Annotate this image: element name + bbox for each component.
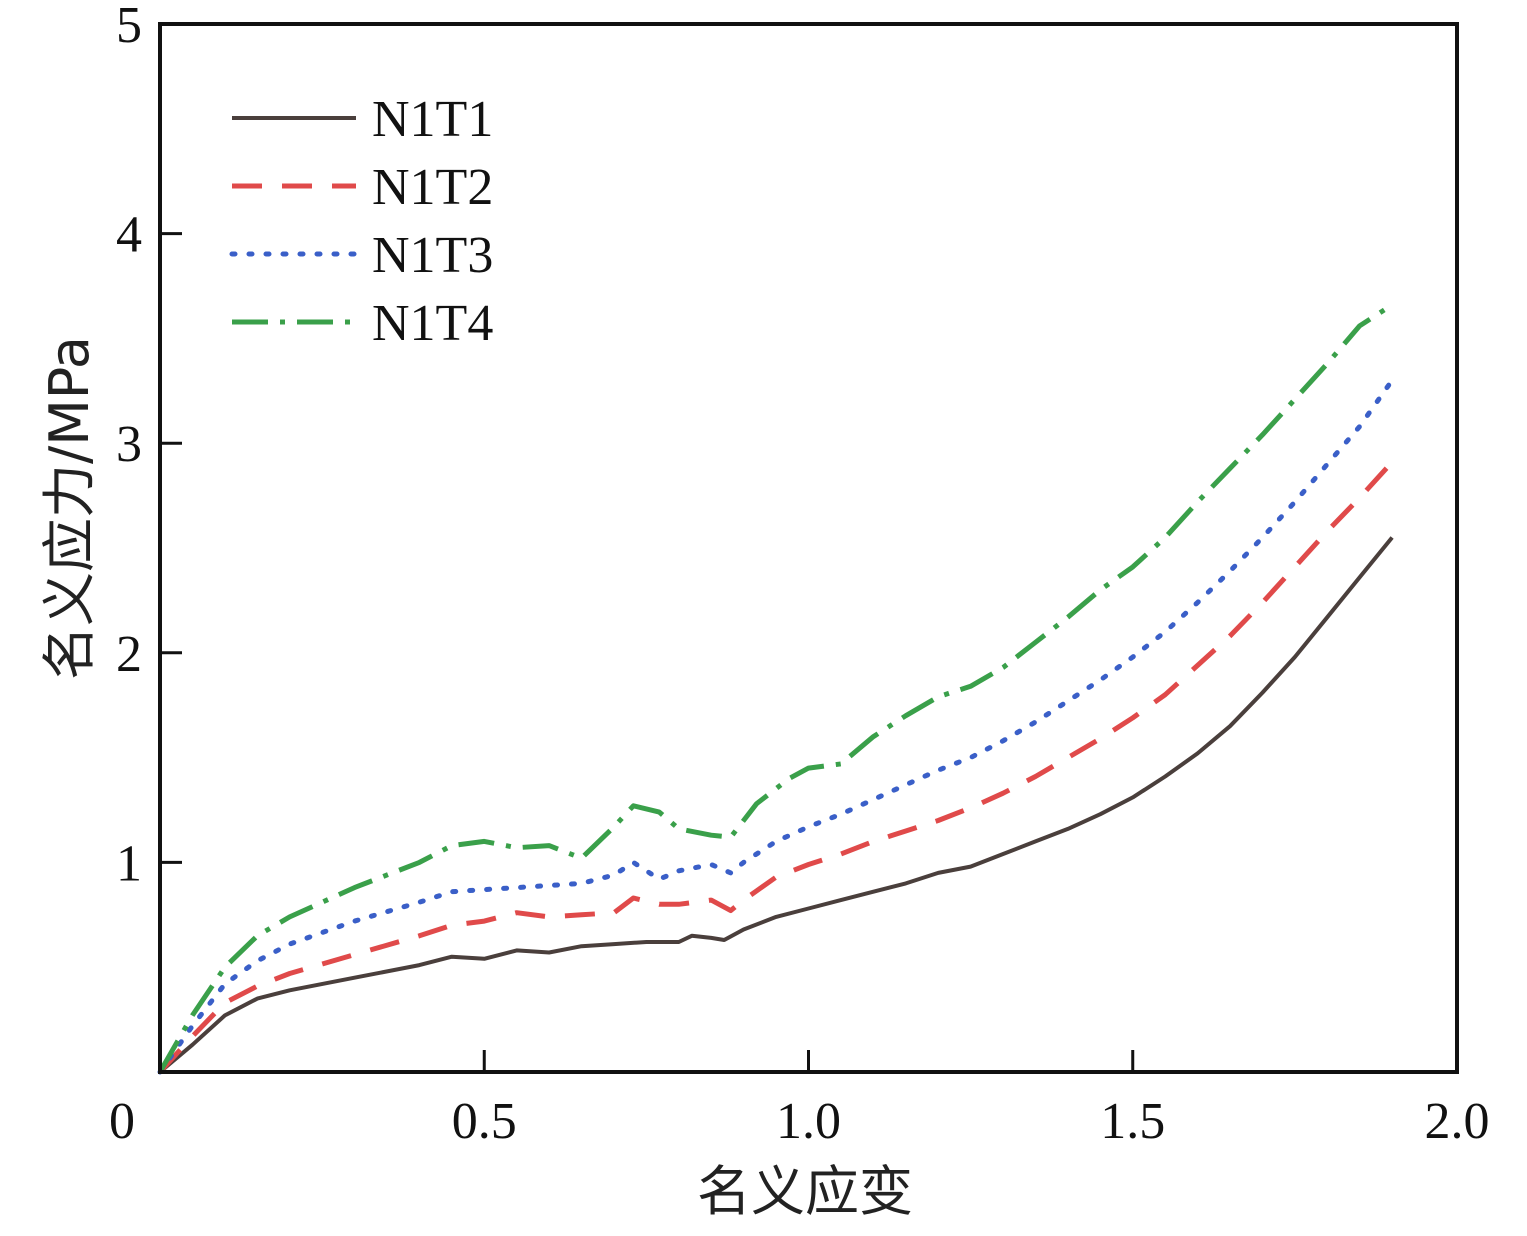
series-line-n1t4 (157, 302, 1394, 1074)
x-tick-label: 0.5 (452, 1093, 517, 1150)
series-line-n1t2 (158, 460, 1394, 1074)
y-axis-title: 名义应力/MPa (38, 336, 101, 680)
plot-frame (158, 22, 1459, 1074)
legend-label-n1t3: N1T3 (372, 227, 493, 284)
x-tick-label: 0 (109, 1093, 135, 1150)
y-tick-label: 5 (116, 0, 142, 54)
legend: N1T1 N1T2 N1T3 N1T4 (229, 91, 493, 352)
x-tick-label: 1.0 (776, 1093, 841, 1150)
x-tick-label: 1.5 (1100, 1093, 1165, 1150)
x-tick-label: 2.0 (1425, 1093, 1490, 1150)
y-tick-label: 2 (116, 626, 142, 683)
series-group (157, 302, 1395, 1075)
series-line-n1t1 (158, 536, 1394, 1074)
axes-group: 0 0.5 1.0 1.5 2.0 1 2 3 4 5 (109, 0, 1490, 1150)
y-tick-label: 4 (116, 207, 142, 264)
legend-label-n1t1: N1T1 (372, 91, 493, 148)
legend-label-n1t2: N1T2 (372, 159, 493, 216)
series-line-n1t3 (157, 377, 1395, 1075)
y-tick-label: 3 (116, 416, 142, 473)
legend-label-n1t4: N1T4 (372, 295, 493, 352)
x-axis-title: 名义应变 (697, 1160, 913, 1223)
y-tick-label: 1 (116, 835, 142, 892)
